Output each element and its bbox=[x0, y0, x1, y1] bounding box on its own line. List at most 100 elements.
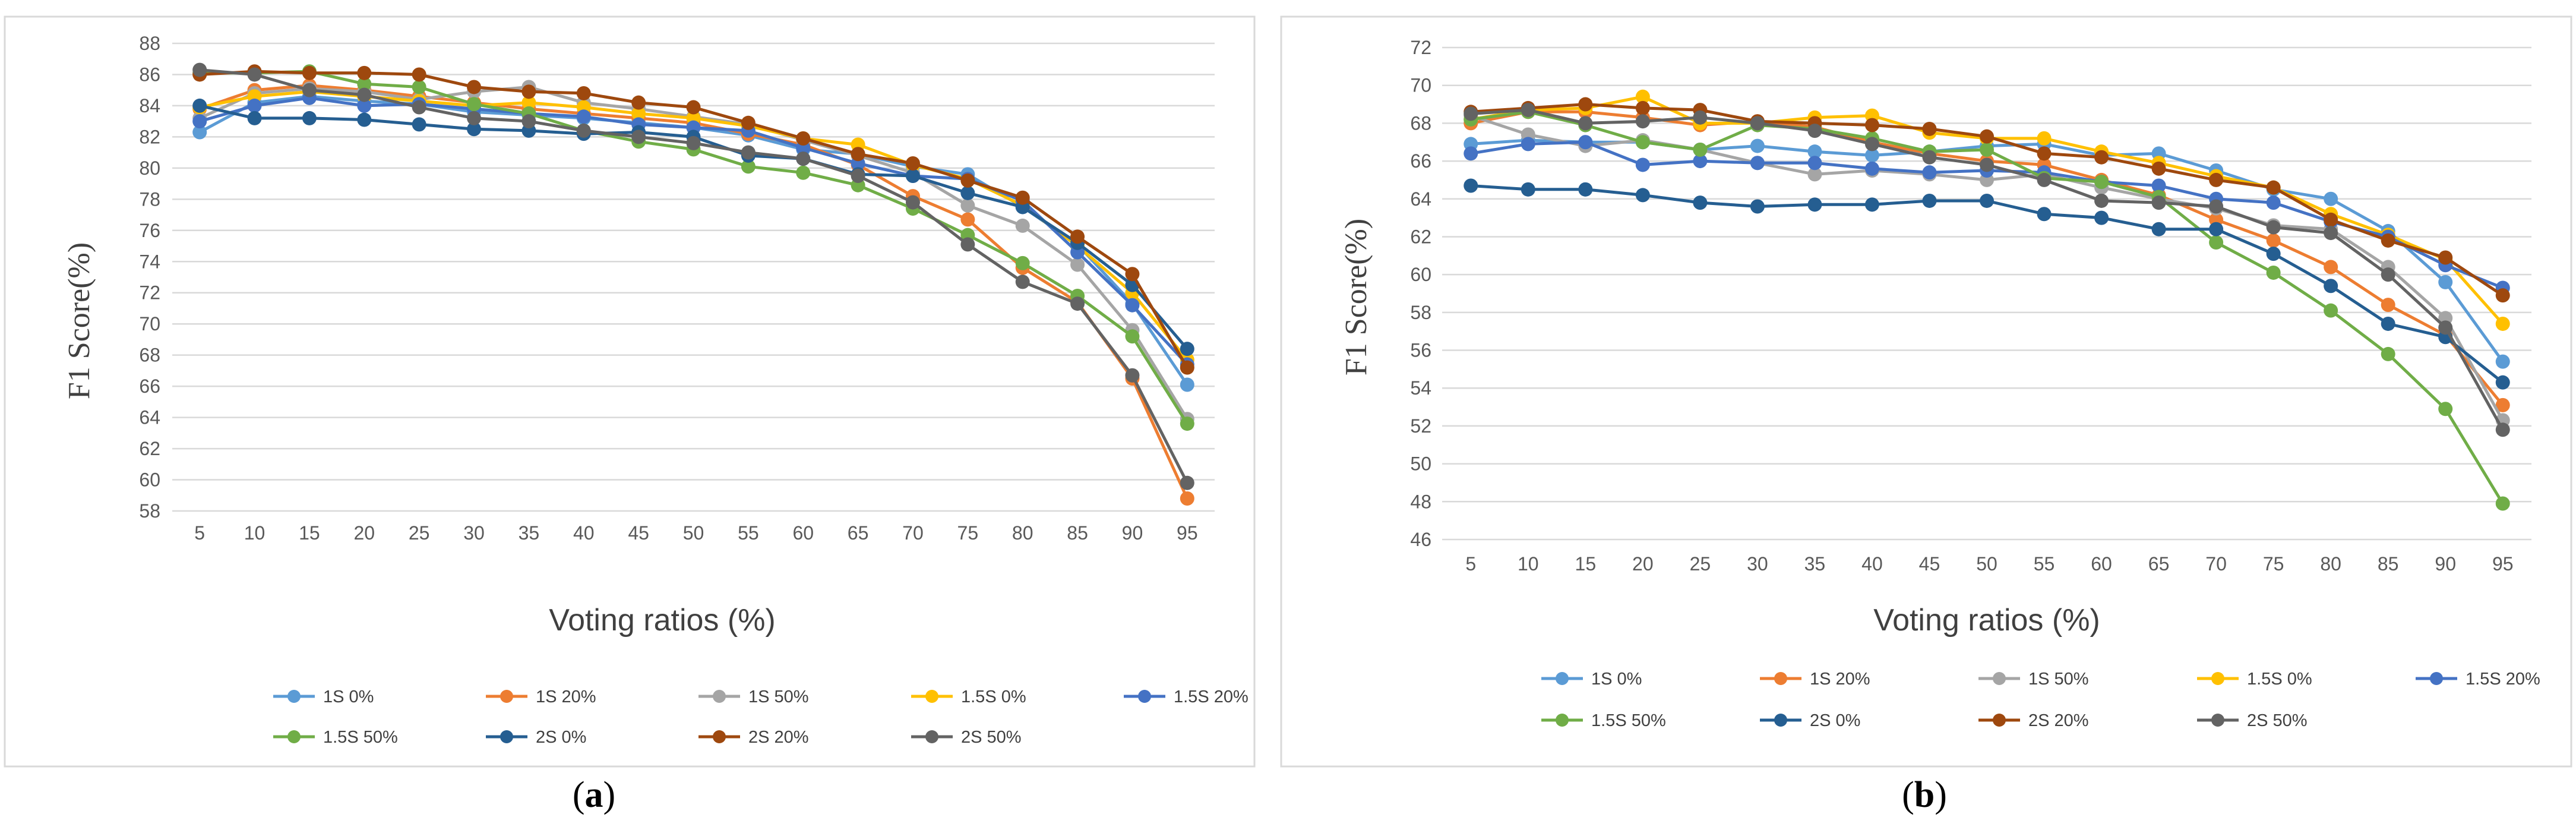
panel-a-data-point-1-5s-20 bbox=[192, 114, 207, 129]
panel-a-data-point-2s-20 bbox=[905, 156, 920, 171]
panel-b-data-point-1-5s-20 bbox=[1635, 157, 1650, 172]
panel-b-data-point-2s-0 bbox=[1464, 178, 1478, 193]
panel-b-data-point-2s-50 bbox=[2495, 422, 2510, 437]
panel-b-y-tick-label: 58 bbox=[1410, 302, 1431, 323]
panel-b-data-point-2s-50 bbox=[2438, 320, 2453, 335]
panel-a-x-tick-label: 55 bbox=[738, 522, 759, 544]
panel-a-legend-label: 2S 50% bbox=[961, 728, 1022, 747]
panel-b-x-tick-label: 85 bbox=[2378, 553, 2399, 575]
panel-a-legend-swatch-marker bbox=[925, 690, 938, 703]
panel-b-legend-label: 2S 0% bbox=[1810, 711, 1860, 730]
panel-b-legend-swatch-marker bbox=[1774, 672, 1787, 685]
panel-b-data-point-2s-0 bbox=[1922, 193, 1937, 208]
panel-a-data-point-2s-20 bbox=[357, 65, 372, 80]
panel-a-data-point-2s-0 bbox=[960, 185, 975, 200]
panel-b-data-point-1-5s-20 bbox=[1578, 135, 1593, 150]
panel-b-data-point-2s-50 bbox=[1464, 106, 1478, 121]
panel-b-data-point-1-5s-50 bbox=[2209, 235, 2224, 250]
panel-b-y-tick-label: 60 bbox=[1410, 264, 1431, 285]
panel-b-legend-swatch-marker bbox=[2211, 672, 2224, 685]
panel-a-x-tick-label: 90 bbox=[1122, 522, 1143, 544]
panel-b-legend-label: 1S 0% bbox=[1591, 670, 1642, 689]
panel-a-x-tick-label: 60 bbox=[792, 522, 814, 544]
panel-b-data-point-2s-50 bbox=[1693, 110, 1708, 125]
panel-b-data-point-1s-0 bbox=[2324, 191, 2338, 206]
panel-a-data-point-2s-20 bbox=[686, 100, 701, 115]
panel-b-data-point-2s-50 bbox=[2324, 226, 2338, 241]
panel-b-legend-item-1s-50: 1S 50% bbox=[1978, 670, 2089, 689]
panel-a-legend-label: 1.5S 0% bbox=[961, 687, 1026, 706]
panel-a-data-point-1-5s-20 bbox=[1125, 298, 1140, 313]
panel-a-data-point-2s-0 bbox=[357, 112, 372, 127]
panel-b-data-point-1-5s-20 bbox=[1521, 137, 1535, 152]
panel-b-y-tick-label: 46 bbox=[1410, 529, 1431, 550]
panel-a-legend-label: 1S 0% bbox=[323, 687, 374, 706]
panel-a-data-point-2s-50 bbox=[412, 100, 426, 115]
panel-a-data-point-2s-50 bbox=[302, 83, 317, 97]
panel-b-x-tick-label: 75 bbox=[2263, 553, 2284, 575]
panel-b-data-point-1s-50 bbox=[1807, 167, 1822, 182]
panel-a-x-tick-label: 95 bbox=[1177, 522, 1198, 544]
panel-b-data-point-2s-0 bbox=[2209, 222, 2224, 236]
panel-a-data-point-2s-50 bbox=[1015, 274, 1030, 289]
caption-a: (a) bbox=[573, 775, 615, 815]
panel-b-data-point-1s-0 bbox=[1864, 148, 1879, 163]
panel-b-data-point-2s-20 bbox=[2438, 250, 2453, 265]
panel-b-x-tick-label: 55 bbox=[2034, 553, 2055, 575]
panel-a-x-tick-label: 15 bbox=[299, 522, 320, 544]
panel-b-y-tick-label: 52 bbox=[1410, 415, 1431, 437]
panel-b-data-point-2s-20 bbox=[2209, 172, 2224, 187]
panel-a-legend: 1S 0% 1S 20% 1S 50% 1.5S 0% 1.5S 20% 1.5S 50%… bbox=[273, 687, 1249, 747]
panel-a-data-point-2s-0 bbox=[412, 117, 426, 132]
panel-b-y-tick-label: 56 bbox=[1410, 340, 1431, 361]
panel-b-y-tick-label: 48 bbox=[1410, 491, 1431, 512]
panel-b-data-point-2s-20 bbox=[1864, 118, 1879, 132]
panel-a-data-point-1-5s-50 bbox=[412, 80, 426, 94]
panel-a-data-point-2s-0 bbox=[247, 111, 262, 125]
panel-b-data-point-1-5s-20 bbox=[1693, 154, 1708, 169]
panel-b-legend-swatch-marker bbox=[2211, 714, 2224, 727]
panel-b-data-point-2s-50 bbox=[2151, 195, 2166, 210]
panel-a-legend-item-2s-50: 2S 50% bbox=[911, 728, 1022, 747]
panel-a-series bbox=[192, 62, 1194, 506]
panel-b-data-point-2s-20 bbox=[1635, 100, 1650, 115]
panel-a-data-point-2s-20 bbox=[521, 84, 536, 99]
panel-b-data-point-1s-0 bbox=[2438, 274, 2453, 289]
panel-a-data-point-2s-50 bbox=[686, 135, 701, 150]
panel-b-legend: 1S 0% 1S 20% 1S 50% 1.5S 0% 1.5S 20% 1.5S 50%… bbox=[1541, 670, 2540, 730]
panel-b-x-tick-label: 5 bbox=[1465, 553, 1476, 575]
panel-b-legend-label: 1.5S 50% bbox=[1591, 711, 1666, 730]
panel-a-y-tick-label: 78 bbox=[139, 188, 160, 210]
panel-a-x-tick-label: 10 bbox=[244, 522, 265, 544]
panel-a-x-tick-label: 80 bbox=[1012, 522, 1033, 544]
panel-a-x-axis-title: Voting ratios (%) bbox=[549, 603, 776, 638]
panel-a-data-point-2s-0 bbox=[1180, 342, 1194, 356]
panel-b-legend-item-1s-0: 1S 0% bbox=[1541, 670, 1642, 689]
panel-a-data-point-2s-0 bbox=[467, 122, 482, 137]
panel-a-y-tick-label: 62 bbox=[139, 438, 160, 459]
panel-b-data-point-1s-0 bbox=[1750, 138, 1765, 153]
panel-a-y-tick-label: 64 bbox=[139, 407, 160, 428]
panel-a-data-point-2s-50 bbox=[960, 237, 975, 252]
panel-b-data-point-1-5s-50 bbox=[2324, 303, 2338, 318]
panel-b-data-point-2s-20 bbox=[2495, 288, 2510, 303]
panel-b-data-point-1s-0 bbox=[1807, 144, 1822, 159]
panel-a-x-tick-label: 70 bbox=[902, 522, 924, 544]
panel-a-legend-item-1s-20: 1S 20% bbox=[486, 687, 596, 706]
panel-a-y-tick-label: 84 bbox=[139, 95, 160, 116]
panel-a-legend-label: 2S 0% bbox=[536, 728, 586, 747]
panel-a-data-point-2s-20 bbox=[851, 147, 865, 162]
panel-a-x-tick-label: 50 bbox=[683, 522, 704, 544]
panel-a-data-point-2s-20 bbox=[1015, 190, 1030, 205]
panel-b-data-point-1-5s-50 bbox=[1693, 142, 1708, 157]
panel-b-data-point-2s-0 bbox=[2094, 210, 2109, 225]
caption-b-label: b bbox=[1914, 775, 1935, 815]
panel-a-legend-label: 1.5S 20% bbox=[1174, 687, 1249, 706]
panel-b-data-point-2s-0 bbox=[1750, 199, 1765, 214]
panel-a-y-tick-label: 68 bbox=[139, 345, 160, 366]
panel-b-data-point-2s-0 bbox=[1864, 197, 1879, 212]
panel-b-data-point-2s-50 bbox=[2266, 220, 2281, 235]
panel-a-data-point-2s-20 bbox=[576, 86, 591, 100]
panel-a-data-point-2s-50 bbox=[576, 123, 591, 138]
